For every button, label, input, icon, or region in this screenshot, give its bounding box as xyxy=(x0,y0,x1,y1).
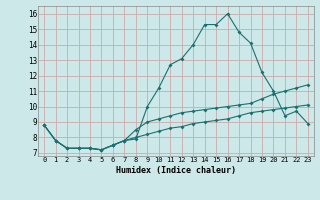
X-axis label: Humidex (Indice chaleur): Humidex (Indice chaleur) xyxy=(116,166,236,175)
